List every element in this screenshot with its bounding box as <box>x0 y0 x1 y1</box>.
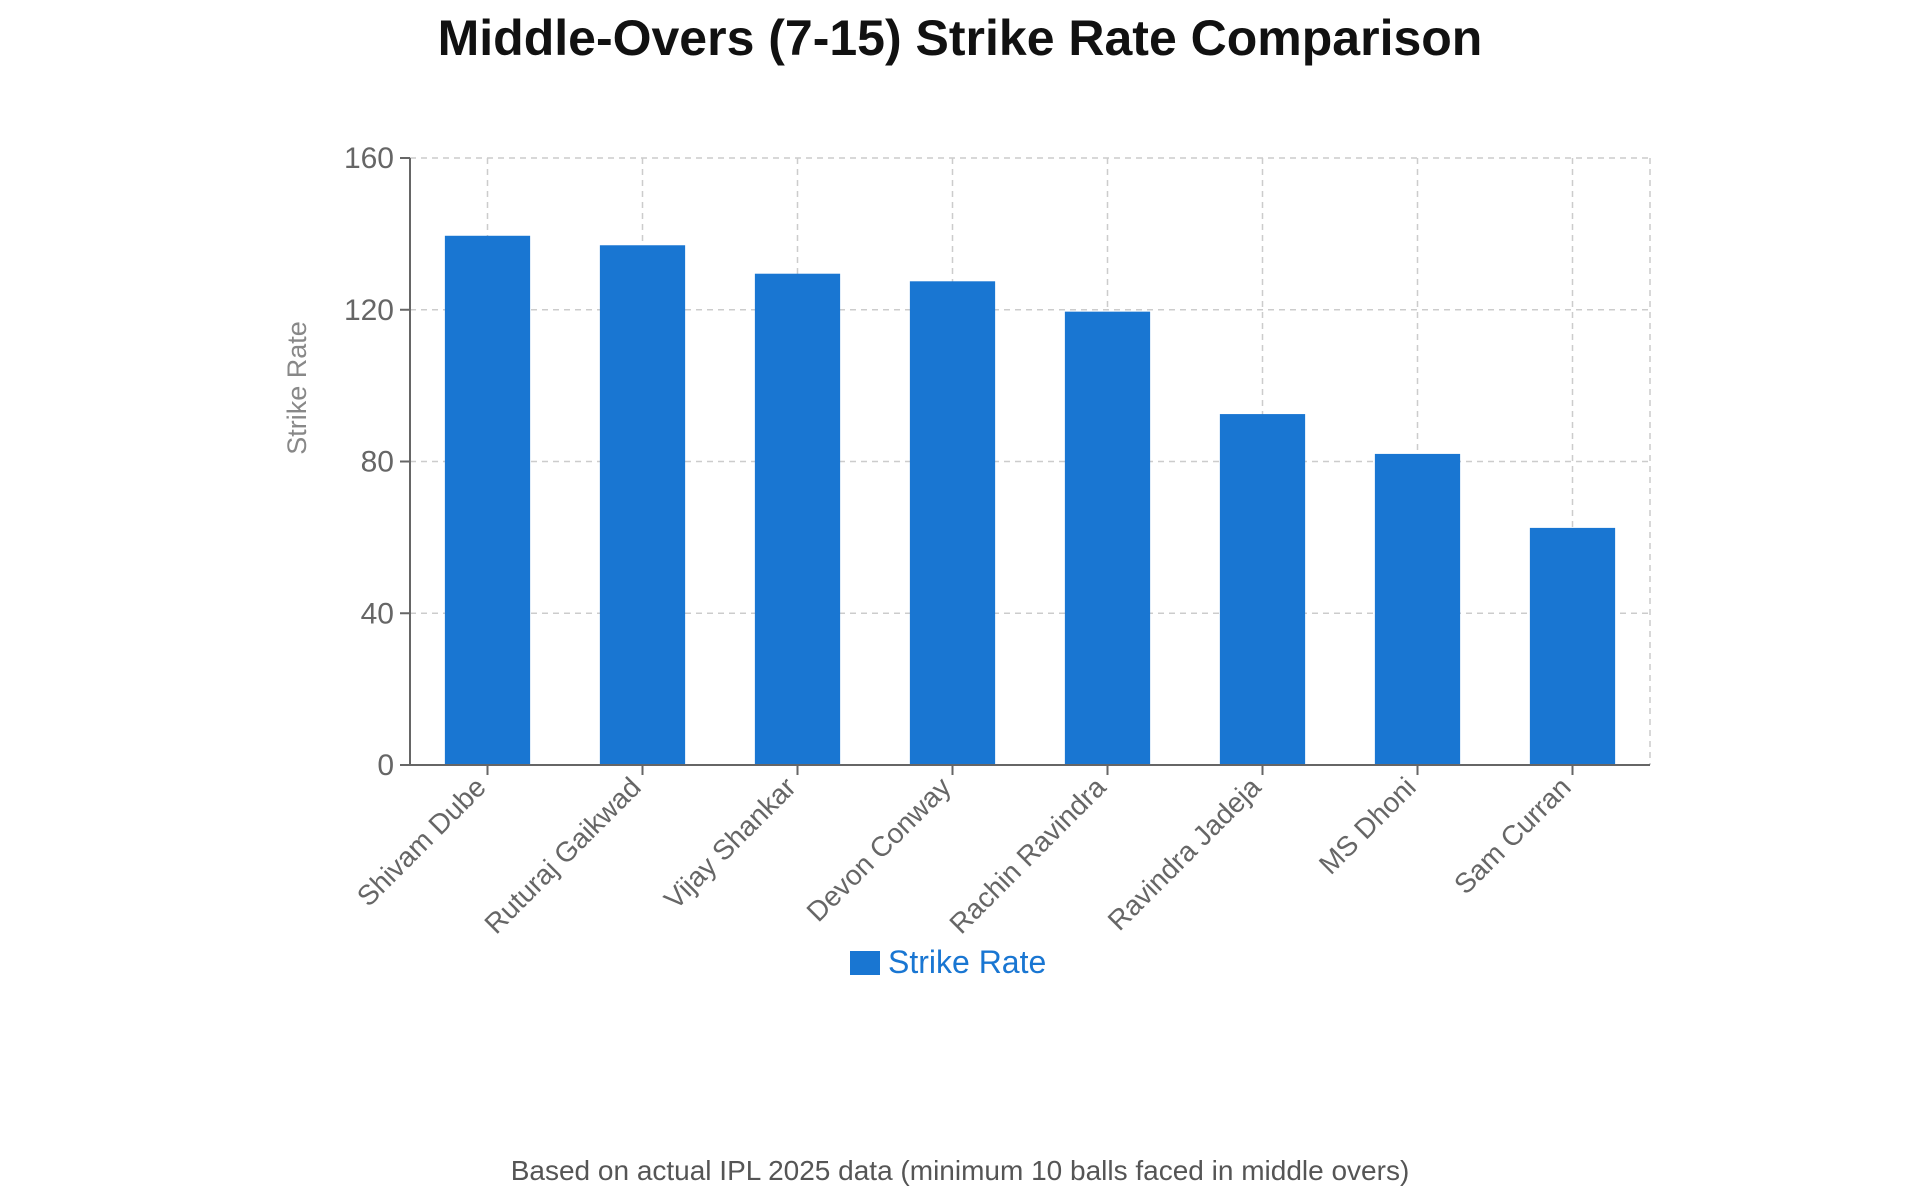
bar[interactable] <box>909 281 996 765</box>
x-tick-label: Ruturaj Gaikwad <box>478 771 646 939</box>
legend-swatch <box>850 951 880 975</box>
bar[interactable] <box>754 273 841 765</box>
bar[interactable] <box>1374 453 1461 765</box>
y-tick-label: 80 <box>361 446 394 479</box>
y-axis-title: Strike Rate <box>282 321 312 455</box>
bar[interactable] <box>599 245 686 766</box>
x-tick-label: MS Dhoni <box>1313 771 1422 880</box>
y-tick-label: 40 <box>361 597 394 630</box>
x-tick-label: Sam Curran <box>1448 771 1577 900</box>
y-tick-label: 160 <box>344 142 394 175</box>
y-tick-label: 120 <box>344 294 394 327</box>
bar[interactable] <box>1529 527 1616 765</box>
x-tick-label: Ravindra Jadeja <box>1102 771 1267 936</box>
bars <box>444 235 1616 766</box>
bar[interactable] <box>1219 414 1306 765</box>
x-tick-label: Devon Conway <box>801 771 957 927</box>
bar[interactable] <box>444 235 531 766</box>
axes <box>400 157 1650 775</box>
bar[interactable] <box>1064 311 1151 765</box>
legend-label: Strike Rate <box>888 944 1046 980</box>
y-tick-label: 0 <box>377 749 394 782</box>
x-tick-label: Rachin Ravindra <box>943 771 1112 940</box>
page-title: Middle-Overs (7-15) Strike Rate Comparis… <box>437 10 1483 66</box>
x-tick-label: Vijay Shankar <box>658 771 802 915</box>
x-tick-label: Shivam Dube <box>351 771 492 912</box>
legend[interactable]: Strike Rate <box>850 944 1046 980</box>
footnote: Based on actual IPL 2025 data (minimum 1… <box>510 1155 1410 1186</box>
grid <box>410 157 1651 765</box>
